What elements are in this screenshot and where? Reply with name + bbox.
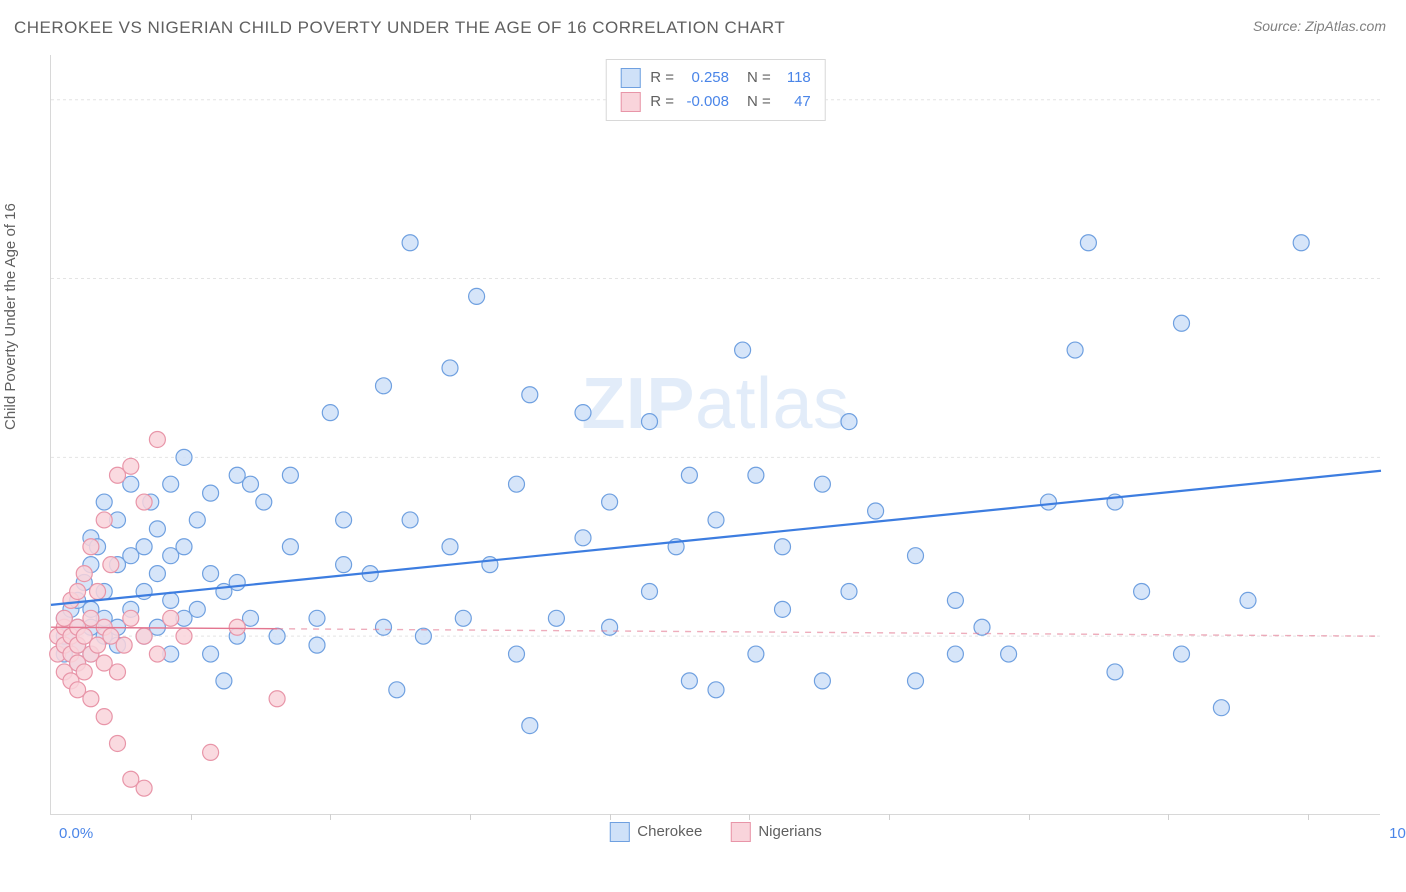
y-axis-label: Child Poverty Under the Age of 16 — [2, 203, 19, 430]
x-tick-left: 0.0% — [59, 825, 93, 842]
chart-title: CHEROKEE VS NIGERIAN CHILD POVERTY UNDER… — [14, 18, 785, 38]
plot-area: ZIPatlas R =0.258N =118R =-0.008N =47 20… — [50, 55, 1380, 815]
x-tick-right: 100.0% — [1389, 825, 1406, 842]
x-tick-mark — [1308, 814, 1309, 820]
x-tick-mark — [749, 814, 750, 820]
chart-container: CHEROKEE VS NIGERIAN CHILD POVERTY UNDER… — [0, 0, 1406, 892]
trend-layer — [51, 55, 1380, 814]
x-tick-mark — [889, 814, 890, 820]
legend-row: R =-0.008N =47 — [620, 90, 811, 114]
x-tick-mark — [330, 814, 331, 820]
x-tick-mark — [1029, 814, 1030, 820]
series-legend: Cherokee Nigerians — [609, 822, 821, 842]
x-tick-mark — [470, 814, 471, 820]
x-tick-mark — [1168, 814, 1169, 820]
source-label: Source: ZipAtlas.com — [1253, 18, 1386, 34]
correlation-legend: R =0.258N =118R =-0.008N =47 — [605, 59, 826, 121]
x-tick-mark — [191, 814, 192, 820]
x-tick-mark — [610, 814, 611, 820]
legend-item: Cherokee — [609, 822, 702, 842]
legend-item: Nigerians — [730, 822, 821, 842]
legend-row: R =0.258N =118 — [620, 66, 811, 90]
